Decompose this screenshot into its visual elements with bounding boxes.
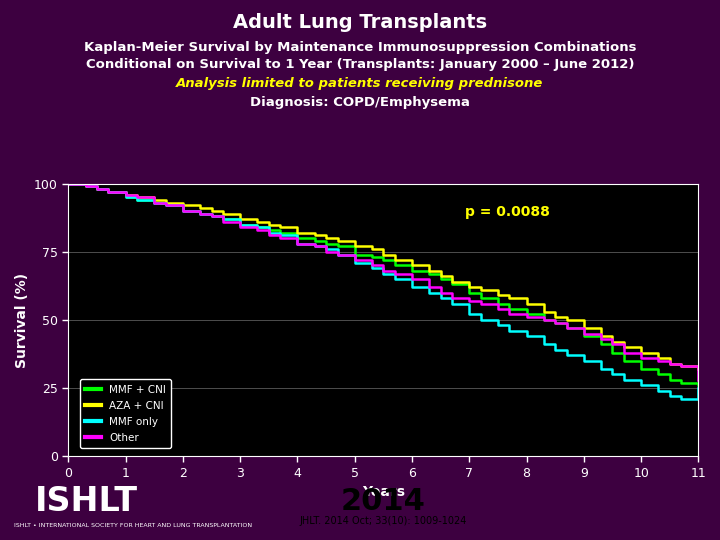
Text: JHLT. 2014 Oct; 33(10): 1009-1024: JHLT. 2014 Oct; 33(10): 1009-1024 xyxy=(300,516,467,526)
Text: Diagnosis: COPD/Emphysema: Diagnosis: COPD/Emphysema xyxy=(250,96,470,109)
X-axis label: Years: Years xyxy=(362,485,405,500)
Text: p = 0.0088: p = 0.0088 xyxy=(465,205,550,219)
Text: ISHLT • INTERNATIONAL SOCIETY FOR HEART AND LUNG TRANSPLANTATION: ISHLT • INTERNATIONAL SOCIETY FOR HEART … xyxy=(14,523,253,528)
Text: Adult Lung Transplants: Adult Lung Transplants xyxy=(233,14,487,32)
Y-axis label: Survival (%): Survival (%) xyxy=(14,272,29,368)
Text: 2014: 2014 xyxy=(341,487,426,516)
Text: Conditional on Survival to 1 Year (Transplants: January 2000 – June 2012): Conditional on Survival to 1 Year (Trans… xyxy=(86,58,634,71)
Legend: MMF + CNI, AZA + CNI, MMF only, Other: MMF + CNI, AZA + CNI, MMF only, Other xyxy=(80,379,171,448)
Text: Analysis limited to patients receiving prednisone: Analysis limited to patients receiving p… xyxy=(176,77,544,90)
Text: Kaplan-Meier Survival by Maintenance Immunosuppression Combinations: Kaplan-Meier Survival by Maintenance Imm… xyxy=(84,40,636,53)
Text: ISHLT: ISHLT xyxy=(35,485,138,518)
